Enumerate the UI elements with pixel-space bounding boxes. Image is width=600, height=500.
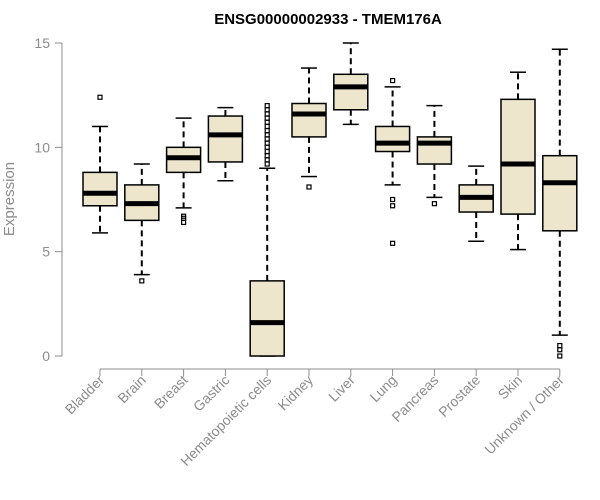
x-category-label: Skin <box>495 372 526 403</box>
outlier-point <box>264 161 270 167</box>
x-category-label: Brain <box>114 372 148 406</box>
chart-title: ENSG00000002933 - TMEM176A <box>214 11 442 28</box>
outlier-point <box>390 203 396 209</box>
box-group-skin <box>500 71 536 251</box>
outlier-point <box>264 140 270 146</box>
outlier-point <box>306 184 312 190</box>
outlier-point <box>264 107 270 113</box>
outlier-point <box>264 157 270 163</box>
outlier-point <box>557 347 563 353</box>
box-group-gastric <box>207 106 244 182</box>
box-iqr <box>249 280 285 357</box>
outlier-point <box>264 115 270 121</box>
outlier-point <box>139 278 145 284</box>
box-group-pancreas <box>416 104 453 207</box>
x-category-label: Prostate <box>435 372 483 420</box>
x-category-label: Lung <box>366 372 399 405</box>
outlier-point <box>264 136 270 142</box>
box-group-bladder <box>82 94 118 234</box>
y-axis: 0 5 10 15 <box>34 35 63 364</box>
outlier-point <box>264 148 270 155</box>
outlier-point <box>264 153 270 159</box>
box-group-prostate <box>458 165 494 242</box>
outlier-point <box>264 102 270 109</box>
plot-area <box>82 42 578 359</box>
x-category-label: Unknown / Other <box>481 372 567 458</box>
outlier-point <box>181 219 187 226</box>
outlier-point <box>390 240 396 246</box>
x-category-label: Kidney <box>275 372 317 414</box>
box-group-liver <box>333 42 369 126</box>
outlier-point <box>97 94 103 100</box>
y-tick-label: 0 <box>42 348 50 364</box>
box-group-kidney <box>291 67 327 190</box>
outlier-point <box>390 77 396 84</box>
outlier-point <box>557 353 563 359</box>
x-category-label: Breast <box>151 372 191 412</box>
outlier-point <box>264 144 270 150</box>
outlier-point <box>264 123 270 130</box>
outlier-point <box>264 128 270 134</box>
box-iqr <box>207 115 244 163</box>
y-axis-label: Expression <box>1 162 18 236</box>
outlier-point <box>431 201 437 207</box>
box-iqr <box>542 154 578 232</box>
box-group-hematopoietic-cells <box>249 102 285 357</box>
outlier-point <box>390 196 396 203</box>
outlier-point <box>181 213 187 219</box>
outlier-point <box>557 342 563 349</box>
box-iqr <box>374 125 411 153</box>
x-category-label: Liver <box>325 372 358 405</box>
outlier-point <box>264 119 270 125</box>
box-iqr <box>291 102 327 138</box>
y-tick-label: 10 <box>34 139 50 155</box>
y-tick-label: 5 <box>42 244 50 260</box>
outlier-point <box>264 132 270 138</box>
box-group-lung <box>374 77 411 246</box>
box-iqr <box>500 98 536 215</box>
box-iqr <box>82 171 118 207</box>
outlier-point <box>264 111 270 117</box>
y-tick-label: 15 <box>34 35 50 51</box>
box-group-unknown-other <box>542 48 578 359</box>
box-iqr <box>333 73 369 111</box>
box-group-breast <box>165 117 202 226</box>
x-category-label: Bladder <box>62 372 108 418</box>
box-group-brain <box>124 163 160 284</box>
